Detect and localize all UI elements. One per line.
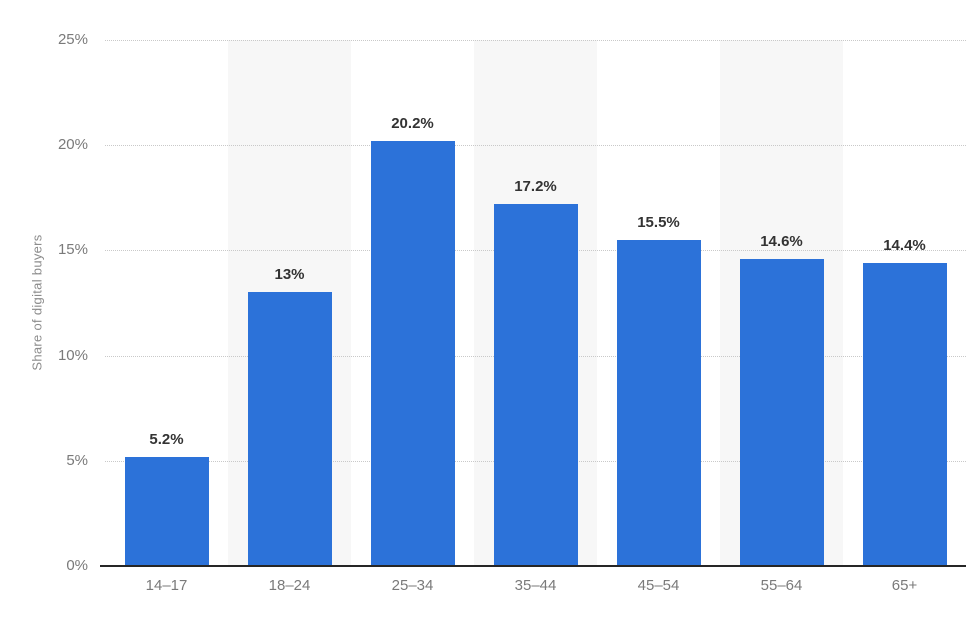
x-axis-label: 35–44: [514, 577, 557, 594]
chart-bar[interactable]: [124, 456, 209, 566]
x-axis-label: 14–17: [145, 577, 188, 594]
y-axis-title: Share of digital buyers: [29, 234, 45, 371]
y-tick-label: 25%: [57, 31, 88, 48]
x-axis-label: 45–54: [637, 577, 680, 594]
bar-value-label: 20.2%: [391, 114, 434, 132]
chart-bar[interactable]: [493, 204, 578, 566]
bar-value-label: 5.2%: [149, 430, 184, 448]
chart-bar[interactable]: [370, 140, 455, 566]
x-axis-line: [100, 565, 966, 567]
bar-value-label: 17.2%: [514, 178, 557, 196]
y-tick-label: 0%: [66, 557, 88, 574]
x-axis-label: 55–64: [760, 577, 803, 594]
chart-bar[interactable]: [862, 263, 947, 566]
x-axis-label: 25–34: [391, 577, 434, 594]
y-tick-label: 5%: [66, 451, 88, 469]
y-tick-label: 20%: [57, 136, 88, 154]
chart-bar[interactable]: [247, 292, 332, 566]
x-axis-label: 18–24: [268, 577, 311, 594]
bar-value-label: 15.5%: [637, 213, 680, 231]
x-axis-label: 65+: [891, 577, 918, 594]
bar-value-label: 14.6%: [760, 232, 803, 250]
gridline: [105, 40, 966, 41]
chart-bar[interactable]: [616, 239, 701, 566]
bar-value-label: 13%: [274, 266, 305, 284]
chart-bar[interactable]: [739, 258, 824, 566]
bar-value-label: 14.4%: [883, 237, 926, 255]
y-tick-label: 15%: [57, 241, 88, 259]
y-tick-label: 10%: [57, 346, 88, 364]
gridline: [105, 145, 966, 147]
